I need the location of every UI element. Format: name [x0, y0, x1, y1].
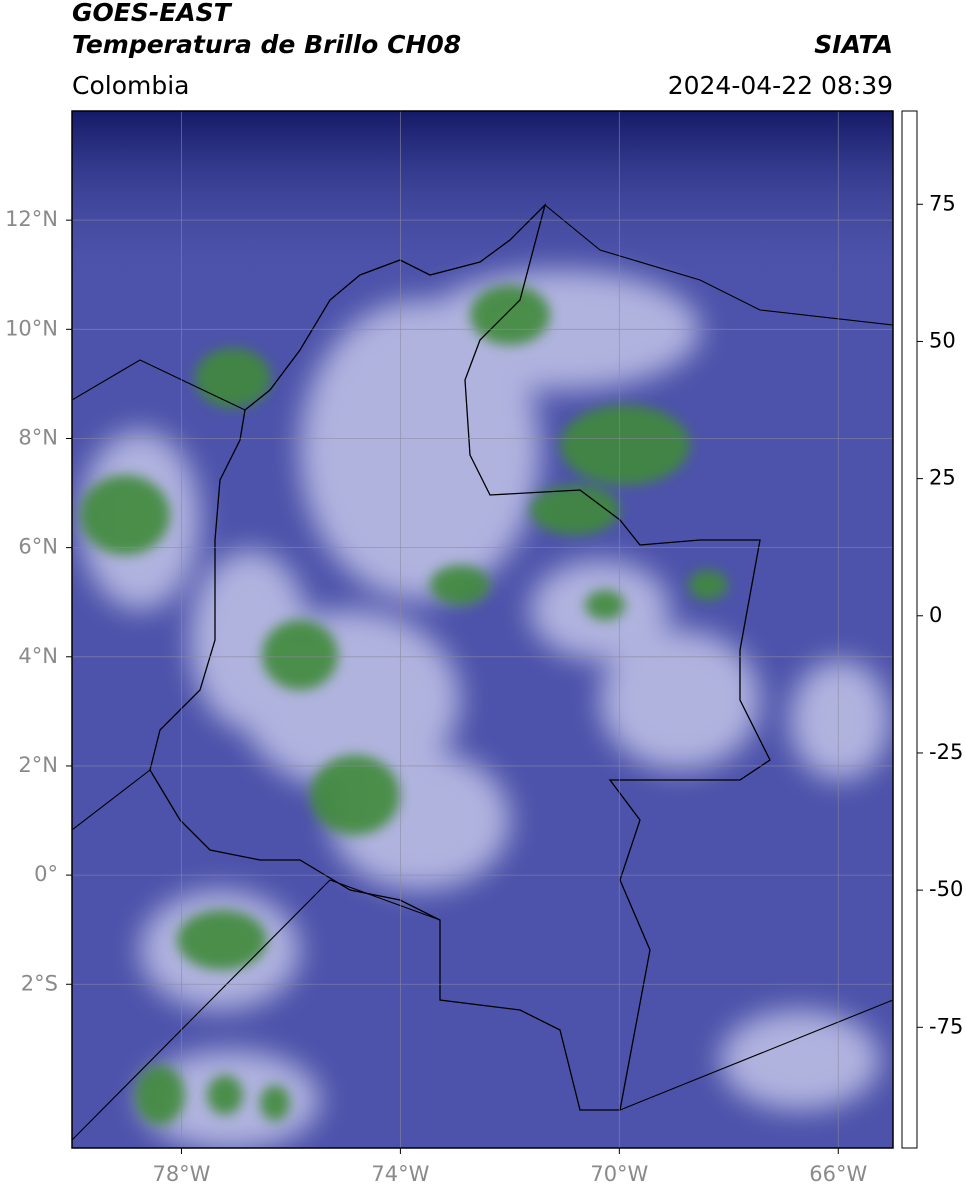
source: SIATA: [814, 30, 893, 59]
subtitle: Temperatura de Brillo CH08: [72, 30, 461, 59]
colorbar: [901, 110, 918, 1149]
colorbar-tick-label: 50: [929, 328, 956, 352]
map-frame: [71, 110, 894, 1149]
title: GOES-EAST: [72, 0, 233, 27]
colorbar-tick-label: -75: [929, 1014, 963, 1038]
region: Colombia: [72, 71, 189, 100]
grid: [72, 111, 893, 1148]
y-tick-label: 10°N: [5, 316, 58, 340]
colorbar-tick-label: -50: [929, 877, 963, 901]
y-tick-label: 2°S: [21, 971, 58, 995]
colorbar-tick-label: 0: [929, 603, 942, 627]
x-tick-label: 70°W: [590, 1162, 648, 1186]
y-tick-label: 4°N: [18, 644, 58, 668]
y-tick-label: 6°N: [18, 535, 58, 559]
y-tick-label: 2°N: [18, 753, 58, 777]
colorbar-tick-label: -25: [929, 740, 963, 764]
y-tick-label: 12°N: [5, 207, 58, 231]
colorbar-tick-label: 75: [929, 191, 956, 215]
datetime: 2024-04-22 08:39: [668, 71, 893, 100]
y-tick-label: 0°: [34, 862, 58, 886]
satellite-image: [72, 111, 893, 1148]
x-tick-label: 78°W: [152, 1162, 210, 1186]
x-tick-label: 66°W: [809, 1162, 867, 1186]
colorbar-tick-label: 25: [929, 466, 956, 490]
x-tick-label: 74°W: [371, 1162, 429, 1186]
y-tick-label: 8°N: [18, 425, 58, 449]
